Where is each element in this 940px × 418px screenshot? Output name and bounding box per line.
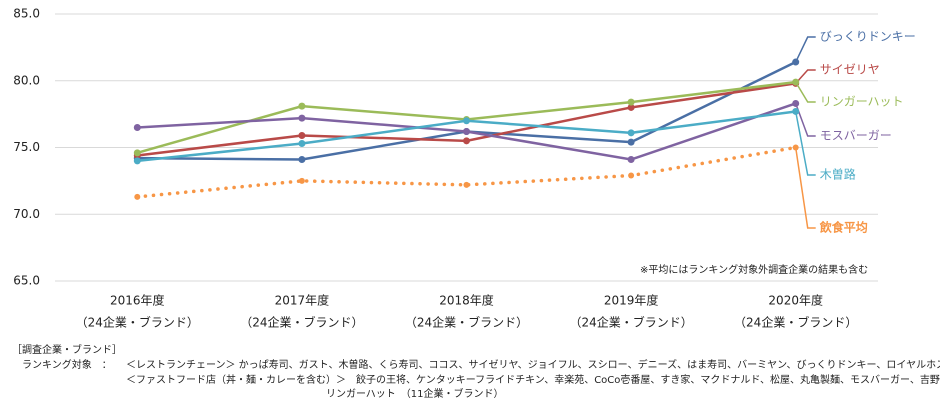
- y-tick-label: 75.0: [13, 140, 40, 154]
- series-label: びっくりドンキー: [820, 30, 916, 44]
- point: [627, 138, 635, 146]
- footnote-line: ＜レストランチェーン＞ かっぱ寿司、ガスト、木曽路、くら寿司、ココス、サイゼリヤ…: [126, 358, 940, 371]
- leader-line: [795, 36, 816, 63]
- leader-line: [794, 103, 816, 137]
- point: [134, 193, 141, 200]
- x-tick-label: 2018年度: [439, 293, 494, 308]
- series-line: [137, 60, 797, 161]
- y-tick-label: 85.0: [13, 7, 40, 21]
- point: [298, 177, 305, 184]
- point: [627, 98, 635, 106]
- series-label: モスバーガー: [820, 129, 892, 143]
- point: [627, 156, 635, 164]
- footnote-line: リンガーハット （11企業・ブランド）: [326, 387, 504, 400]
- point: [298, 131, 306, 139]
- series-label: 飲食平均: [819, 220, 868, 235]
- series-label: 木曽路: [820, 167, 856, 182]
- x-tick-sublabel: （24企業・ブランド）: [405, 315, 528, 330]
- point: [628, 172, 635, 179]
- x-tick-sublabel: （24企業・ブランド）: [240, 315, 363, 330]
- series-line: [135, 145, 798, 199]
- point: [298, 102, 306, 110]
- annotation: ※平均にはランキング対象外調査企業の結果も含む: [640, 263, 868, 276]
- series-label: サイゼリヤ: [820, 63, 880, 77]
- x-tick-label: 2020年度: [768, 293, 823, 308]
- point: [298, 114, 306, 122]
- leader-line: [794, 147, 816, 229]
- point: [463, 137, 470, 145]
- y-tick-label: 70.0: [13, 207, 40, 221]
- footnote-label: ランキング対象 ：: [22, 358, 112, 371]
- x-tick-sublabel: （24企業・ブランド）: [569, 315, 692, 330]
- x-tick-sublabel: （24企業・ブランド）: [734, 315, 857, 330]
- footnote-line: ＜ファストフード店（丼・麺・カレーを含む）＞ 餃子の王将、ケンタッキーフライドチ…: [126, 373, 940, 386]
- point: [627, 103, 635, 111]
- x-tick-label: 2016年度: [110, 293, 165, 308]
- point: [463, 127, 470, 135]
- leader-line: [794, 111, 816, 176]
- series-label: リンガーハット: [820, 95, 904, 109]
- point: [298, 139, 306, 147]
- point: [133, 157, 141, 165]
- x-tick-sublabel: （24企業・ブランド）: [76, 315, 199, 330]
- leader-line: [795, 69, 816, 84]
- y-tick-label: 80.0: [13, 73, 40, 87]
- leader-line: [795, 81, 816, 103]
- x-tick-label: 2017年度: [275, 293, 330, 308]
- point: [463, 181, 470, 188]
- point: [463, 117, 470, 125]
- x-tick-label: 2019年度: [604, 293, 659, 308]
- point: [627, 129, 635, 137]
- y-tick-label: 65.0: [13, 274, 40, 288]
- point: [133, 149, 141, 157]
- footnote-heading: ［調査企業・ブランド］: [12, 343, 122, 356]
- point: [298, 156, 306, 164]
- point: [133, 123, 141, 131]
